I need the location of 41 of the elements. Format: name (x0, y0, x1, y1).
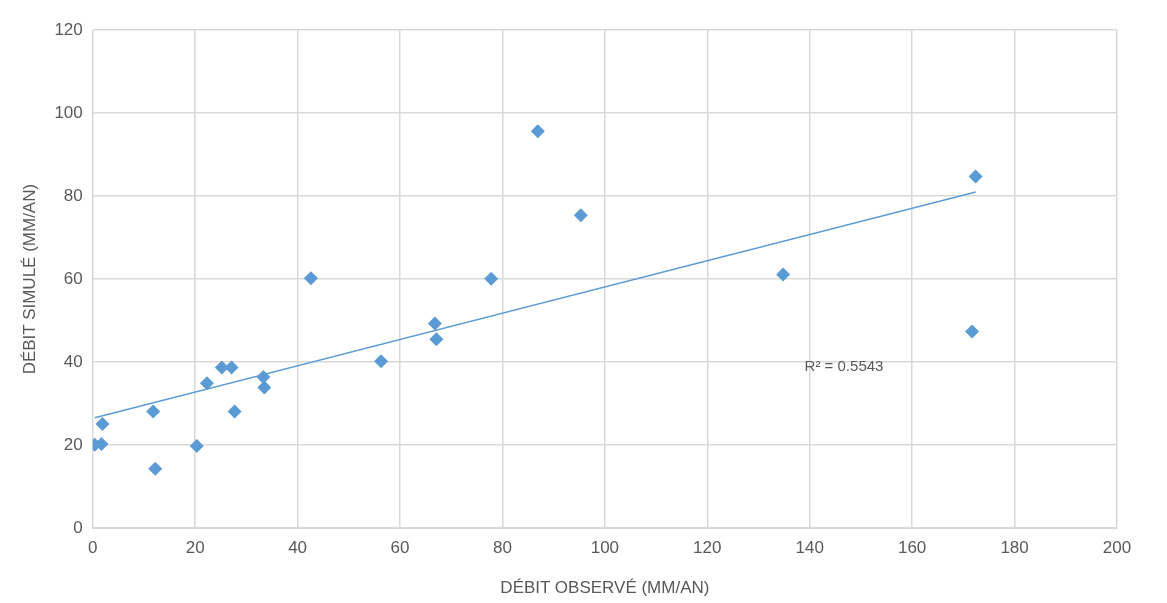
point (427, 316, 442, 331)
x-tick-label: 80 (493, 538, 512, 558)
y-tick-label: 100 (54, 102, 83, 122)
point (95, 416, 110, 431)
x-tick-label: 20 (185, 538, 205, 558)
point (199, 376, 214, 391)
point (224, 360, 239, 375)
y-tick-label: 0 (73, 517, 83, 537)
y-tick-label: 20 (63, 434, 83, 454)
x-axis-title: DÉBIT OBSERVÉ (MM/AN) (500, 578, 710, 598)
x-tick-label: 180 (1000, 538, 1029, 558)
point (429, 332, 444, 347)
point (968, 169, 983, 184)
x-tick-label: 140 (795, 538, 824, 558)
point (257, 380, 272, 395)
point (189, 439, 204, 453)
point (146, 404, 161, 419)
point (303, 271, 318, 286)
point (374, 354, 389, 369)
point (776, 267, 791, 282)
point (227, 404, 242, 419)
point (484, 271, 499, 286)
point (148, 461, 163, 476)
x-tick-label: 60 (390, 538, 410, 558)
annotation: R² = 0.5543 (804, 356, 884, 374)
x-tick-label: 160 (897, 538, 927, 558)
x-tick-label: 100 (590, 538, 620, 558)
x-tick-label: 0 (88, 538, 98, 558)
y-tick-label: 80 (63, 185, 83, 205)
x-tick-label: 200 (1102, 538, 1132, 558)
y-axis-title: DÉBIT SIMULÉ (MM/AN) (19, 183, 39, 375)
point (530, 124, 545, 139)
y-tick-label: 40 (63, 351, 83, 371)
x-tick-label: 120 (693, 538, 722, 558)
point (573, 208, 588, 223)
y-tick-label: 60 (63, 268, 83, 288)
point (214, 360, 229, 375)
y-tick-label: 120 (54, 19, 83, 39)
point (256, 370, 271, 385)
x-tick-label: 40 (288, 538, 308, 558)
point (965, 324, 980, 339)
